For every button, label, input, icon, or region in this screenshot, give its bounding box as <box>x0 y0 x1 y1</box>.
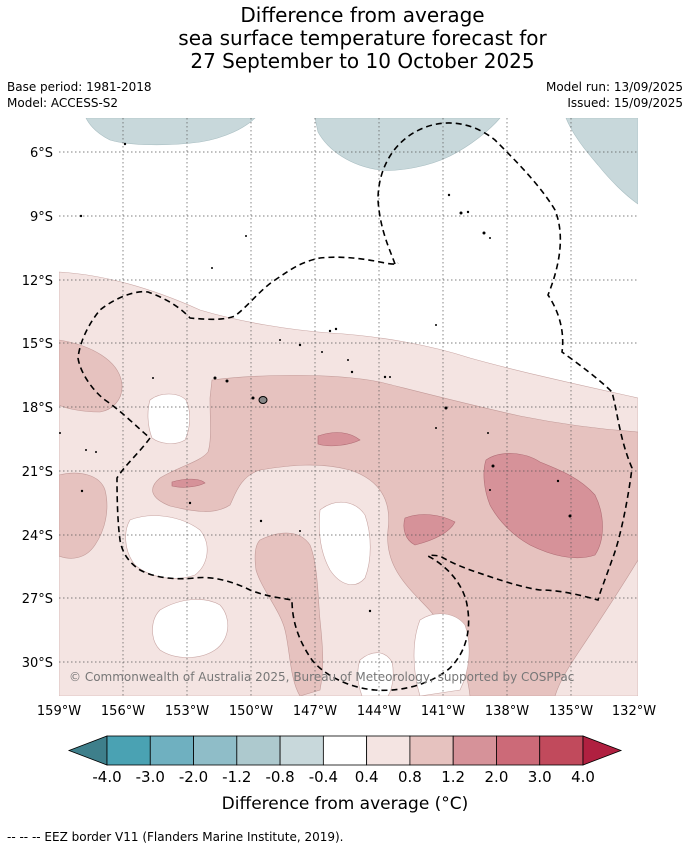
colorbar-tick-label: -0.8 <box>265 768 294 786</box>
issued-date: Issued: 15/09/2025 <box>567 96 683 110</box>
eez-border <box>77 122 633 692</box>
meta-left: Base period: 1981-2018 Model: ACCESS-S2 <box>7 79 152 111</box>
copyright-notice: © Commonwealth of Australia 2025, Bureau… <box>69 670 574 684</box>
base-period: Base period: 1981-2018 <box>7 80 152 94</box>
colorbar-title: Difference from average (°C) <box>221 794 469 814</box>
lat-label: 18°S <box>22 401 53 416</box>
lat-label: 12°S <box>22 274 53 289</box>
title-line-1: Difference from average <box>240 3 485 27</box>
colorbar-tick-label: -3.0 <box>136 768 165 786</box>
colorbar-segment <box>409 735 454 766</box>
anomaly-region-neutral <box>125 393 470 696</box>
lat-label: 6°S <box>30 146 53 161</box>
anomaly-region-medium <box>59 339 638 696</box>
colorbar-segment <box>452 735 497 766</box>
title-line-2: sea surface temperature forecast for <box>178 26 547 50</box>
lon-label: 141°W <box>421 704 465 719</box>
colorbar-segment <box>496 735 541 766</box>
colorbar-tick-label: -0.4 <box>309 768 338 786</box>
lon-label: 144°W <box>357 704 401 719</box>
colorbar-segment <box>366 735 411 766</box>
lon-label: 132°W <box>612 704 656 719</box>
colorbar-segment <box>106 735 151 766</box>
colorbar-extend-low <box>67 735 108 766</box>
model-run: Model run: 13/09/2025 <box>545 80 683 94</box>
lat-label: 9°S <box>30 210 53 225</box>
lon-label: 153°W <box>165 704 209 719</box>
lat-label: 21°S <box>22 465 53 480</box>
longitude-labels: 159°W 156°W 153°W 150°W 147°W 144°W 141°… <box>37 704 656 719</box>
meta-right: Model run: 13/09/2025 Issued: 15/09/2025 <box>546 79 683 111</box>
model-name: Model: ACCESS-S2 <box>7 96 119 110</box>
colorbar-tick-label: 2.0 <box>485 768 509 786</box>
colorbar: -4.0 -3.0 -2.0 -1.2 -0.8 -0.4 0.4 0.8 1.2 2.0 3.0 4… <box>67 735 623 786</box>
colorbar-segment <box>149 735 194 766</box>
colorbar-tick-label: 1.2 <box>441 768 465 786</box>
colorbar-extend-high <box>582 735 623 766</box>
graticule <box>59 118 638 696</box>
anomaly-region-strong <box>171 432 603 559</box>
lon-label: 147°W <box>293 704 337 719</box>
lat-label: 24°S <box>22 529 53 544</box>
colorbar-tick-label: 3.0 <box>528 768 552 786</box>
map-title: Difference from average sea surface temp… <box>0 4 690 73</box>
map-panel <box>59 118 638 696</box>
colorbar-segment <box>236 735 281 766</box>
lon-label: 159°W <box>37 704 81 719</box>
colorbar-segment <box>322 735 368 766</box>
lat-label: 15°S <box>22 337 53 352</box>
colorbar-tick-label: -4.0 <box>92 768 121 786</box>
eez-legend-note: -- -- -- EEZ border V11 (Flanders Marine… <box>7 830 344 844</box>
lon-label: 135°W <box>549 704 593 719</box>
colorbar-segment <box>539 735 584 766</box>
colorbar-segment <box>279 735 324 766</box>
lon-label: 150°W <box>229 704 273 719</box>
colorbar-segment <box>193 735 238 766</box>
latitude-labels: 6°S 9°S 12°S 15°S 18°S 21°S 24°S 27°S 30… <box>22 146 53 671</box>
colorbar-tick-label: -1.2 <box>222 768 251 786</box>
lat-label: 27°S <box>22 592 53 607</box>
islands <box>59 142 572 613</box>
title-line-3: 27 September to 10 October 2025 <box>190 49 535 73</box>
colorbar-tick-label: 0.8 <box>398 768 422 786</box>
lon-label: 138°W <box>485 704 529 719</box>
colorbar-tick-label: 4.0 <box>571 768 595 786</box>
colorbar-tick-label: 0.4 <box>355 768 379 786</box>
colorbar-tick-label: -2.0 <box>179 768 208 786</box>
lat-label: 30°S <box>22 656 53 671</box>
lon-label: 156°W <box>101 704 145 719</box>
